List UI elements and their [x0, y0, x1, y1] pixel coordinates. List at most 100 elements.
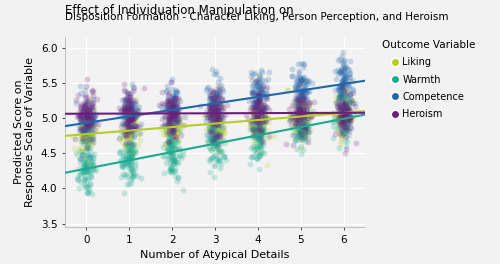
Point [130, 133, 138, 137]
Point [132, 113, 140, 117]
Point [87, 164, 95, 168]
Point [252, 78, 260, 83]
Point [167, 122, 175, 126]
Point [159, 154, 167, 158]
Point [332, 132, 340, 136]
Point [342, 100, 349, 105]
Point [122, 112, 130, 116]
Point [210, 121, 218, 126]
Point [210, 136, 218, 140]
Point [254, 116, 262, 120]
Point [164, 104, 172, 109]
Point [76, 156, 84, 160]
Point [254, 104, 262, 108]
Point [252, 106, 260, 110]
Point [302, 89, 310, 94]
Point [300, 110, 308, 114]
Point [298, 115, 306, 119]
Point [160, 115, 168, 119]
Point [210, 98, 218, 102]
Point [294, 62, 302, 66]
Point [300, 88, 308, 92]
Point [254, 94, 262, 98]
Point [84, 160, 92, 164]
Point [250, 133, 258, 137]
Point [252, 120, 260, 124]
Point [88, 89, 96, 93]
Point [300, 101, 308, 105]
Point [164, 107, 172, 112]
Point [294, 74, 302, 78]
Point [160, 133, 168, 138]
Point [214, 108, 222, 112]
Point [250, 121, 258, 125]
Point [296, 110, 304, 114]
Point [216, 128, 224, 133]
Point [120, 122, 128, 126]
Point [210, 104, 218, 109]
Point [250, 129, 258, 133]
Point [82, 129, 90, 133]
Point [90, 152, 98, 156]
Point [121, 110, 129, 114]
Point [344, 110, 351, 114]
Point [296, 82, 304, 87]
Point [250, 126, 258, 131]
Point [212, 130, 220, 134]
Point [258, 139, 266, 143]
Point [292, 98, 300, 103]
Point [300, 133, 308, 137]
Point [294, 133, 302, 137]
Point [212, 118, 220, 122]
Point [337, 95, 345, 99]
Point [342, 114, 349, 118]
Point [166, 91, 173, 95]
Point [294, 108, 302, 112]
Point [118, 164, 126, 169]
Point [342, 65, 350, 69]
Point [214, 79, 222, 84]
Point [294, 102, 302, 107]
Point [122, 152, 130, 156]
Point [294, 105, 302, 109]
Point [127, 126, 135, 130]
Point [340, 88, 348, 92]
Point [334, 123, 342, 127]
Point [163, 130, 171, 134]
Point [300, 120, 308, 124]
Point [209, 90, 217, 94]
Point [118, 130, 126, 134]
Point [298, 128, 306, 133]
Point [218, 112, 226, 117]
Point [296, 76, 304, 80]
Point [169, 162, 177, 166]
Point [286, 111, 294, 115]
Point [298, 115, 306, 119]
Point [86, 125, 94, 129]
Point [295, 127, 303, 131]
Point [206, 128, 214, 132]
Point [122, 148, 130, 152]
Point [219, 119, 227, 123]
Point [295, 109, 303, 113]
Point [76, 172, 84, 177]
Point [77, 171, 85, 175]
Point [77, 126, 85, 131]
Point [208, 108, 216, 112]
Point [296, 78, 304, 83]
Point [76, 84, 84, 88]
Point [168, 168, 175, 172]
Point [84, 116, 92, 121]
Point [259, 127, 267, 131]
Point [179, 188, 187, 192]
Point [124, 158, 132, 163]
Point [83, 168, 91, 172]
Point [82, 183, 90, 188]
Point [128, 167, 136, 171]
Point [212, 116, 220, 120]
Point [81, 115, 89, 119]
Point [255, 96, 263, 100]
Point [200, 115, 207, 119]
Point [342, 139, 350, 143]
Point [340, 110, 348, 114]
